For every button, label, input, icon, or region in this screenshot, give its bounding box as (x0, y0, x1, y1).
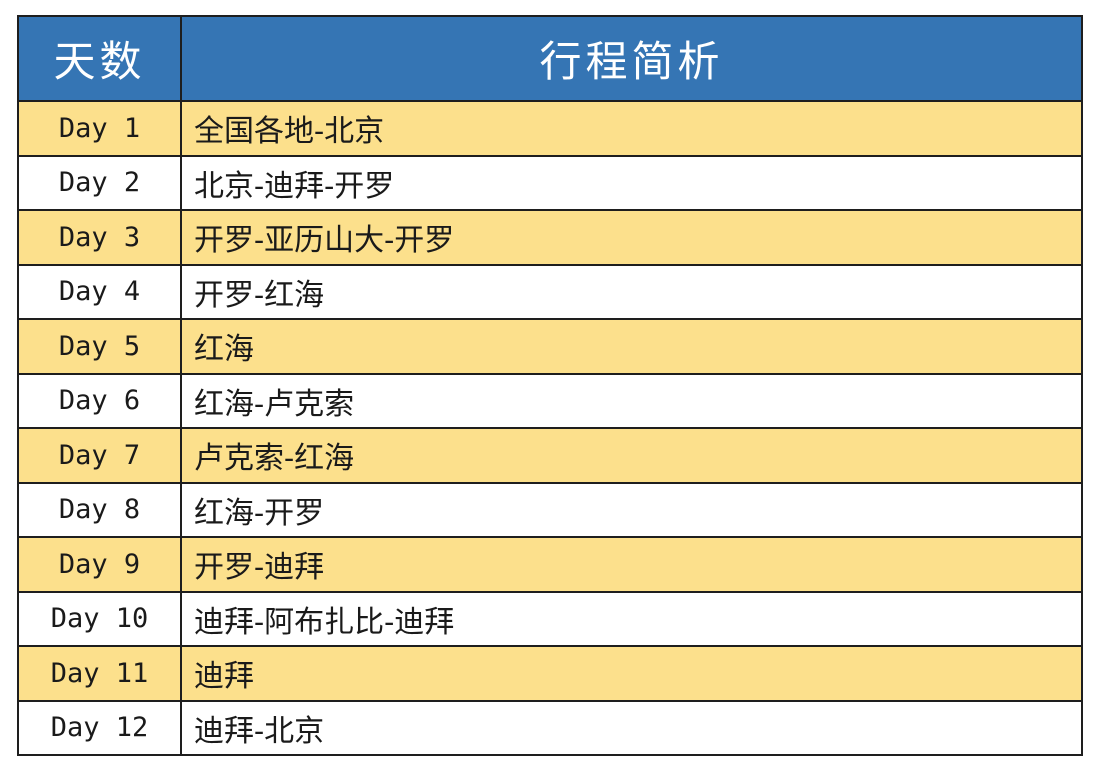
route-text: 红海-卢克索 (180, 372, 1083, 429)
column-header-days: 天数 (17, 15, 182, 102)
day-label: Day 11 (17, 645, 182, 702)
day-label: Day 9 (17, 536, 182, 593)
day-label: Day 8 (17, 481, 182, 538)
day-label: Day 1 (17, 100, 182, 157)
route-text: 红海-开罗 (180, 481, 1083, 538)
table-row: Day 9 开罗-迪拜 (17, 536, 1083, 593)
table-row: Day 5 红海 (17, 318, 1083, 375)
route-text: 开罗-迪拜 (180, 536, 1083, 593)
table-row: Day 6 红海-卢克索 (17, 372, 1083, 429)
table-row: Day 4 开罗-红海 (17, 263, 1083, 320)
table-row: Day 10 迪拜-阿布扎比-迪拜 (17, 590, 1083, 647)
route-text: 迪拜-北京 (180, 699, 1083, 756)
table-row: Day 7 卢克索-红海 (17, 427, 1083, 484)
day-label: Day 5 (17, 318, 182, 375)
table-row: Day 3 开罗-亚历山大-开罗 (17, 209, 1083, 266)
column-header-itinerary: 行程简析 (180, 15, 1083, 102)
route-text: 北京-迪拜-开罗 (180, 154, 1083, 211)
route-text: 全国各地-北京 (180, 100, 1083, 157)
route-text: 开罗-亚历山大-开罗 (180, 209, 1083, 266)
day-label: Day 6 (17, 372, 182, 429)
itinerary-table-container: 天数 行程简析 Day 1 全国各地-北京 Day 2 北京-迪拜-开罗 Day… (17, 15, 1083, 756)
day-label: Day 10 (17, 590, 182, 647)
table-row: Day 12 迪拜-北京 (17, 699, 1083, 756)
route-text: 迪拜-阿布扎比-迪拜 (180, 590, 1083, 647)
table-row: Day 2 北京-迪拜-开罗 (17, 154, 1083, 211)
table-row: Day 11 迪拜 (17, 645, 1083, 702)
route-text: 红海 (180, 318, 1083, 375)
route-text: 卢克索-红海 (180, 427, 1083, 484)
table-row: Day 8 红海-开罗 (17, 481, 1083, 538)
itinerary-table: 天数 行程简析 Day 1 全国各地-北京 Day 2 北京-迪拜-开罗 Day… (17, 15, 1083, 756)
day-label: Day 12 (17, 699, 182, 756)
day-label: Day 4 (17, 263, 182, 320)
route-text: 开罗-红海 (180, 263, 1083, 320)
day-label: Day 3 (17, 209, 182, 266)
table-header-row: 天数 行程简析 (17, 15, 1083, 102)
day-label: Day 2 (17, 154, 182, 211)
table-row: Day 1 全国各地-北京 (17, 100, 1083, 157)
route-text: 迪拜 (180, 645, 1083, 702)
day-label: Day 7 (17, 427, 182, 484)
